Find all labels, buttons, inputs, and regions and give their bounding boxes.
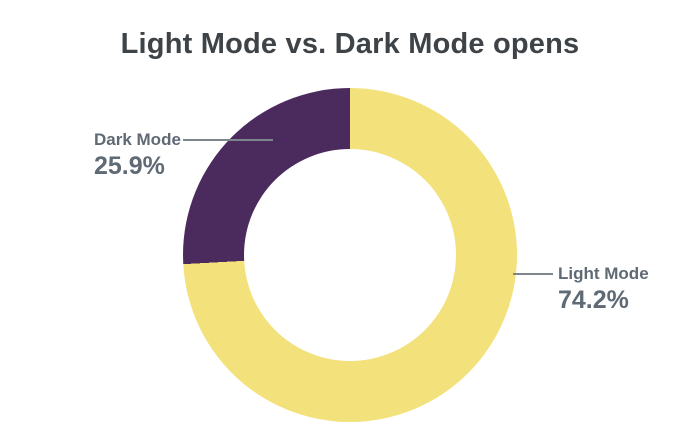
dark-mode-annotation: Dark Mode 25.9% <box>94 130 181 180</box>
dark-mode-callout-line <box>183 139 273 141</box>
light-mode-annotation: Light Mode 74.2% <box>558 264 649 314</box>
light-mode-callout-line <box>513 273 553 275</box>
light-mode-percentage: 74.2% <box>558 286 629 314</box>
dark-mode-label: Dark Mode <box>94 130 181 149</box>
donut-chart <box>183 88 517 422</box>
light-mode-label: Light Mode <box>558 264 649 283</box>
chart-title: Light Mode vs. Dark Mode opens <box>120 28 580 60</box>
dark-mode-percentage: 25.9% <box>94 152 165 180</box>
donut-hole <box>244 149 456 361</box>
